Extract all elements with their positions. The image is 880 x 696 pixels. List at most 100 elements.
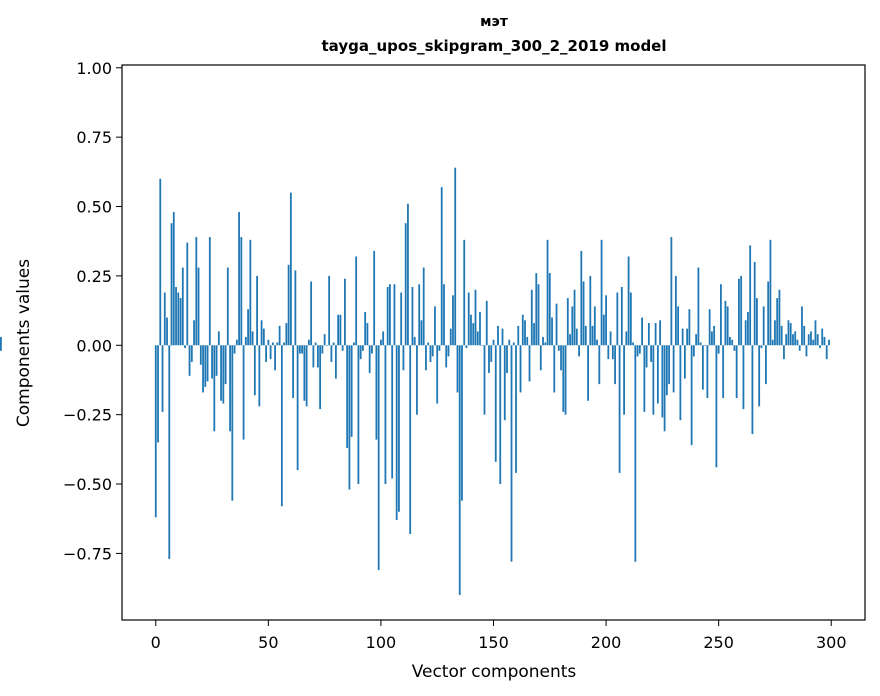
bar: [575, 328, 578, 346]
bar: [810, 331, 812, 346]
bar: [578, 345, 580, 357]
bar: [668, 345, 671, 385]
bar: [807, 334, 810, 346]
bar: [756, 298, 758, 346]
bar: [269, 345, 272, 360]
bar: [704, 345, 707, 346]
bar: [190, 345, 193, 362]
bar: [386, 287, 389, 346]
bar: [346, 345, 349, 448]
bar: [256, 275, 258, 346]
y-axis-label: Components values: [14, 259, 34, 427]
bar: [548, 273, 551, 346]
bar: [611, 345, 614, 360]
bar: [481, 345, 484, 346]
bar: [222, 345, 225, 404]
bar: [231, 345, 234, 501]
bar: [715, 345, 718, 468]
bar: [510, 345, 513, 562]
bar: [427, 342, 430, 346]
bar: [828, 339, 830, 346]
y-tick-label: 0.75: [76, 128, 112, 147]
bar: [447, 345, 450, 357]
bar: [470, 314, 472, 346]
bar: [251, 331, 254, 346]
bar: [499, 345, 502, 485]
bar-series: [0, 167, 830, 596]
bar: [765, 345, 767, 385]
bar: [733, 345, 736, 351]
bar: [238, 212, 240, 346]
bar: [659, 320, 662, 346]
bar: [328, 275, 331, 346]
bar: [623, 345, 625, 415]
bar: [355, 256, 358, 346]
bar: [539, 345, 542, 371]
bar: [289, 192, 292, 346]
bar: [557, 345, 560, 351]
bar: [632, 342, 634, 346]
bar: [398, 345, 400, 512]
bar: [731, 339, 734, 346]
bar: [695, 334, 698, 346]
bar: [553, 345, 556, 393]
bar: [760, 345, 763, 349]
bar: [652, 345, 655, 415]
bar: [519, 345, 522, 393]
bar: [490, 345, 493, 362]
bar: [154, 345, 157, 518]
bar: [452, 295, 454, 346]
bar: [625, 331, 628, 346]
bar: [274, 345, 276, 371]
bar: [697, 267, 700, 346]
bar: [353, 342, 355, 346]
bar: [571, 306, 574, 346]
bar: [341, 345, 344, 351]
bar: [321, 345, 324, 354]
bar: [517, 325, 520, 346]
bar: [357, 345, 360, 485]
bar: [301, 345, 304, 354]
y-tick-label: 1.00: [76, 59, 112, 78]
bar: [366, 323, 369, 346]
x-axis-label: Vector components: [412, 662, 577, 682]
bar: [179, 298, 182, 346]
bar: [197, 267, 200, 346]
bar: [418, 284, 421, 346]
bar: [566, 298, 569, 346]
bar: [776, 298, 779, 346]
bar: [193, 320, 195, 346]
bar: [812, 339, 815, 346]
bar: [789, 323, 792, 346]
bar: [249, 239, 252, 346]
bar: [303, 345, 306, 401]
bar: [580, 250, 583, 346]
bar: [598, 345, 601, 385]
bar: [735, 345, 738, 398]
x-tick-label: 250: [703, 633, 734, 652]
bar: [636, 345, 639, 357]
bar: [683, 345, 686, 379]
bar: [506, 345, 508, 374]
bar: [562, 345, 565, 412]
bar: [177, 292, 180, 346]
bar: [463, 239, 466, 346]
bar: [395, 345, 398, 521]
bar: [330, 345, 333, 362]
bar: [400, 292, 403, 346]
bar: [607, 345, 610, 360]
bar: [458, 345, 461, 596]
bar: [783, 345, 785, 360]
bar: [233, 345, 236, 354]
bar: [220, 345, 222, 401]
bar: [175, 287, 177, 346]
bar: [449, 328, 452, 346]
bar: [672, 345, 675, 393]
bar: [526, 336, 529, 346]
bar: [429, 345, 432, 362]
bar: [332, 342, 335, 346]
bar: [665, 345, 668, 396]
bar: [373, 250, 376, 346]
bar: [767, 281, 770, 346]
bar: [285, 323, 288, 346]
